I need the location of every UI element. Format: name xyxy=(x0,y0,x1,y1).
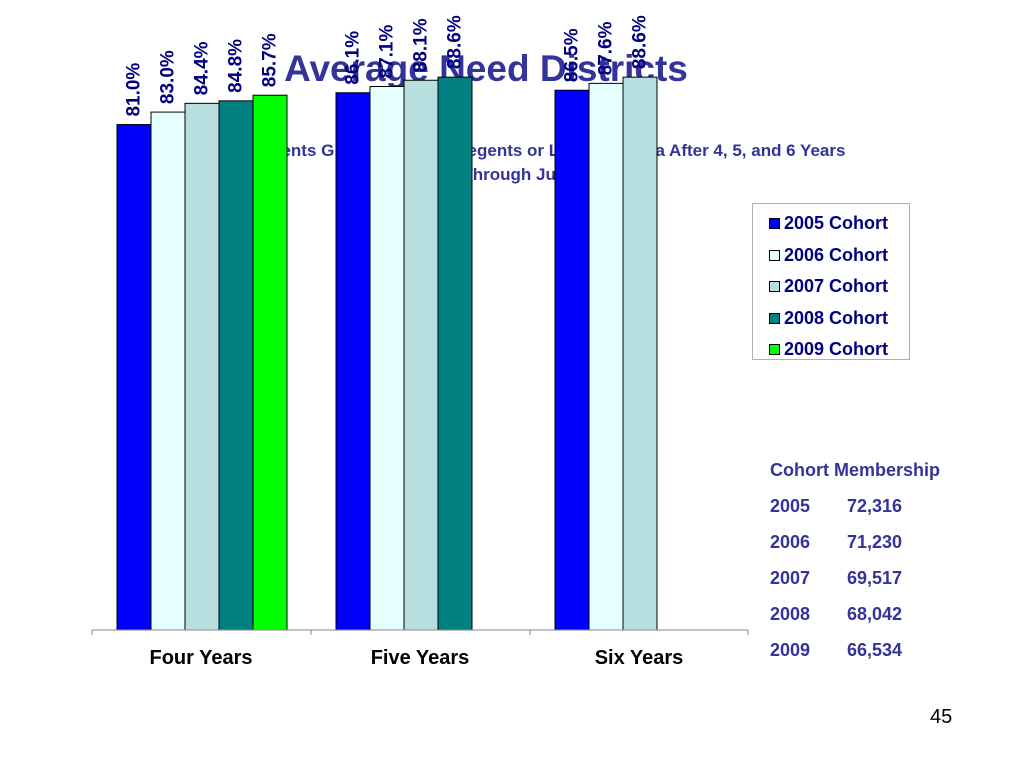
bar-2006-four-years xyxy=(150,111,186,631)
legend-item-2005: 2005 Cohort xyxy=(753,208,909,240)
bar-2009-four-years xyxy=(252,94,288,631)
membership-year: 2008 xyxy=(770,604,811,624)
data-label: 86.1% xyxy=(343,31,364,85)
membership-count: 69,517 xyxy=(847,568,903,588)
legend-item-2008: 2008 Cohort xyxy=(753,303,909,335)
bar-2005-five-years xyxy=(335,92,371,631)
x-tick-label: Six Years xyxy=(595,647,684,669)
membership-row: 2005 72,316 xyxy=(770,494,970,530)
page-number: 45 xyxy=(930,706,953,728)
cohort-membership-table: Cohort Membership 2005 72,316 2006 71,23… xyxy=(770,458,970,674)
data-labels-layer: 81.0% 83.0% 84.4% 84.8% 85.7% 86.1% 87.1% 88.1%… xyxy=(124,15,651,116)
x-tick-label: Four Years xyxy=(149,647,252,669)
membership-year: 2006 xyxy=(770,532,811,552)
chart-legend: 2005 Cohort 2006 Cohort 2007 Cohort 2008… xyxy=(752,203,910,360)
data-label: 88.6% xyxy=(630,15,651,69)
bar-2007-six-years xyxy=(622,76,658,631)
x-axis: Four Years Five Years Six Years xyxy=(91,629,749,669)
membership-count: 68,042 xyxy=(847,604,903,624)
legend-item-2009: 2009 Cohort xyxy=(753,334,909,366)
legend-swatch-2007 xyxy=(769,281,780,293)
data-label: 84.4% xyxy=(192,41,213,95)
legend-label-2006: 2006 Cohort xyxy=(784,244,889,265)
bars-layer xyxy=(116,76,658,631)
bar-2006-five-years xyxy=(369,85,405,631)
data-label: 83.0% xyxy=(158,50,179,104)
legend-swatch-2005 xyxy=(769,218,780,230)
membership-count: 72,316 xyxy=(847,496,903,516)
data-label: 85.7% xyxy=(260,33,281,87)
legend-label-2007: 2007 Cohort xyxy=(784,276,889,297)
data-label: 88.6% xyxy=(445,15,466,69)
legend-label-2009: 2009 Cohort xyxy=(784,339,889,360)
membership-count: 71,230 xyxy=(847,532,903,552)
bar-2005-four-years xyxy=(116,124,152,631)
data-label: 81.0% xyxy=(124,63,145,117)
cohort-membership-title: Cohort Membership xyxy=(770,460,941,480)
data-label: 87.6% xyxy=(596,21,617,75)
legend-item-2006: 2006 Cohort xyxy=(753,240,909,272)
bar-2008-four-years xyxy=(218,100,254,631)
legend-item-2007: 2007 Cohort xyxy=(753,271,909,303)
data-label: 84.8% xyxy=(226,39,247,93)
data-label: 86.5% xyxy=(562,28,583,82)
legend-swatch-2006 xyxy=(769,249,780,261)
chart-subtitle-line-1: Percentage of Students Graduating with R… xyxy=(126,141,846,160)
legend-swatch-2009 xyxy=(769,344,780,356)
bar-2006-six-years xyxy=(588,82,624,631)
x-tick-label: Five Years xyxy=(371,647,470,669)
membership-year: 2007 xyxy=(770,568,811,588)
data-label: 87.1% xyxy=(377,25,398,79)
membership-year: 2009 xyxy=(770,640,811,660)
membership-row: 2006 71,230 xyxy=(770,530,970,566)
bar-2008-five-years xyxy=(437,76,473,631)
membership-row: 2008 68,042 xyxy=(770,602,970,638)
membership-row: 2007 69,517 xyxy=(770,566,970,602)
bar-2007-four-years xyxy=(184,102,220,631)
membership-row: 2009 66,534 xyxy=(770,638,970,674)
data-label: 88.1% xyxy=(411,18,432,72)
membership-year: 2005 xyxy=(770,496,811,516)
membership-count: 66,534 xyxy=(847,640,903,660)
bar-2005-six-years xyxy=(554,89,590,631)
legend-label-2005: 2005 Cohort xyxy=(784,213,889,234)
bar-2007-five-years xyxy=(403,79,439,631)
legend-swatch-2008 xyxy=(769,312,780,324)
slide-title: Average Need Districts xyxy=(284,48,688,89)
legend-label-2008: 2008 Cohort xyxy=(784,307,889,328)
